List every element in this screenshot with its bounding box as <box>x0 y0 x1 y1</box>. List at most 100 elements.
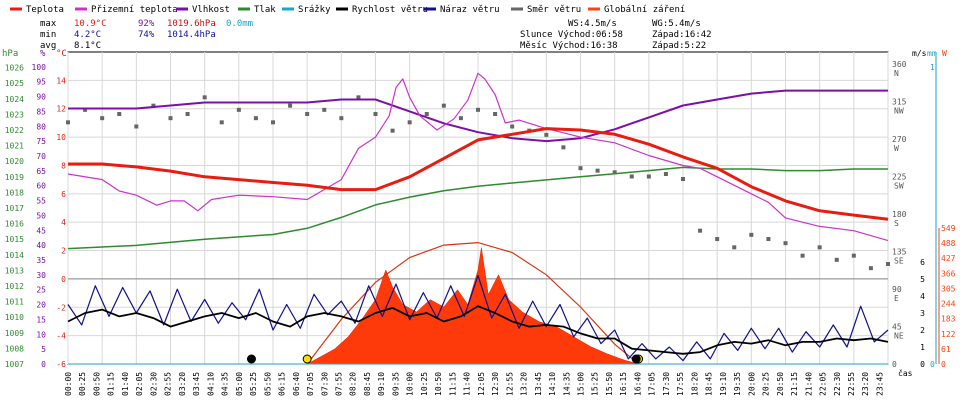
tick-direction-name: SE <box>894 257 904 266</box>
point-wind-direction <box>663 172 668 176</box>
point-wind-direction <box>390 128 395 133</box>
tick-direction: 360 <box>892 60 907 69</box>
legend-label: Srážky <box>298 5 331 15</box>
axis-percent-label: % <box>40 49 46 59</box>
x-tick-label: 16:15 <box>619 372 628 396</box>
axis-mm-label: mm <box>927 49 937 58</box>
series-line <box>67 275 889 362</box>
x-tick-label: 20:00 <box>747 372 756 396</box>
x-tick-label: 03:45 <box>192 372 201 396</box>
x-tick-label: 12:30 <box>491 372 500 396</box>
x-tick-label: 17:30 <box>662 372 671 396</box>
tick-celsius: 6 <box>61 190 66 199</box>
point-wind-direction <box>253 116 258 121</box>
x-tick-label: 05:50 <box>263 372 272 396</box>
x-tick-label: 09:10 <box>377 372 386 396</box>
x-tick-label: 22:30 <box>833 372 842 396</box>
tick-ms: 0 <box>920 360 925 369</box>
x-tick-label: 05:00 <box>235 372 244 396</box>
axis-w-label: W <box>942 49 947 58</box>
x-tick-label: 08:20 <box>349 372 358 396</box>
tick-hpa: 1010 <box>5 313 24 322</box>
legend-label: Směr větru <box>527 5 581 15</box>
tick-celsius: 10 <box>56 133 66 142</box>
moonset-marker <box>246 354 256 364</box>
tick-percent: 30 <box>36 271 46 280</box>
stat-max-press: 1019.6hPa <box>167 19 216 29</box>
point-wind-direction <box>271 120 275 125</box>
point-wind-direction <box>698 228 703 233</box>
point-wind-direction <box>766 237 771 241</box>
axis-hpa-label: hPa <box>2 49 18 59</box>
x-tick-label: 02:55 <box>164 372 173 396</box>
tick-percent: 15 <box>36 315 46 324</box>
tick-direction-name: S <box>894 219 899 228</box>
x-axis-unit: čas <box>898 368 913 378</box>
tick-w: 305 <box>941 284 956 293</box>
stat-max-label: max <box>40 19 57 29</box>
series-theoretical-radiation <box>306 241 639 365</box>
x-tick-label: 10:25 <box>420 372 429 396</box>
tick-direction: 315 <box>892 98 907 107</box>
x-tick-label: 22:55 <box>847 372 856 396</box>
tick-ms: 1 <box>920 343 925 352</box>
astro-sun: Slunce Východ:06:58 <box>520 30 623 40</box>
tick-w: 549 <box>941 224 956 233</box>
stat-max-rain: 0.0mm <box>226 19 253 29</box>
tick-hpa: 1019 <box>5 173 24 182</box>
x-tick-label: 07:05 <box>306 372 315 396</box>
sunrise-marker <box>302 354 312 364</box>
tick-percent: 40 <box>36 241 46 250</box>
point-wind-direction <box>629 174 634 179</box>
legend-label: Tlak <box>254 5 276 15</box>
series-line <box>67 166 888 250</box>
point-wind-direction <box>868 266 873 271</box>
tick-direction: 135 <box>892 248 907 257</box>
legend-label: Přizemní teplota <box>91 5 178 15</box>
point-wind-direction <box>202 95 207 100</box>
stat-min-press: 1014.4hPa <box>167 30 216 40</box>
tick-direction-name: NW <box>894 107 904 116</box>
point-wind-direction <box>800 253 805 258</box>
tick-hpa: 1020 <box>5 157 24 166</box>
x-tick-label: 19:10 <box>719 372 728 396</box>
tick-hpa: 1012 <box>5 282 24 291</box>
tick-w: 488 <box>941 239 956 248</box>
tick-percent: 50 <box>36 211 46 220</box>
astro-ws: WS:4.5m/s <box>568 19 617 29</box>
tick-hpa: 1014 <box>5 251 24 260</box>
tick-w: 183 <box>941 315 956 324</box>
x-tick-label: 18:45 <box>705 372 714 396</box>
tick-w: 244 <box>941 300 956 309</box>
x-tick-label: 21:15 <box>790 372 799 396</box>
point-wind-direction <box>322 107 327 112</box>
tick-percent: 80 <box>36 122 46 131</box>
x-tick-label: 21:40 <box>804 372 813 396</box>
tick-w: 61 <box>941 345 951 354</box>
x-tick-label: 15:25 <box>591 372 600 396</box>
point-wind-direction <box>134 124 139 129</box>
stat-avg-label: avg <box>40 41 56 51</box>
x-tick-label: 11:15 <box>448 372 457 396</box>
tick-hpa: 1017 <box>5 204 24 213</box>
x-tick-label: 11:40 <box>463 372 472 396</box>
x-tick-label: 23:45 <box>876 372 885 396</box>
tick-percent: 25 <box>36 286 46 295</box>
point-wind-direction <box>851 253 856 258</box>
point-wind-direction <box>749 232 754 237</box>
legend-label: Náraz větru <box>440 5 500 15</box>
x-tick-label: 13:20 <box>520 372 529 396</box>
tick-percent: 95 <box>36 78 46 87</box>
x-tick-label: 19:35 <box>733 372 742 396</box>
point-wind-direction <box>288 103 293 108</box>
tick-percent: 35 <box>36 256 46 265</box>
tick-w: 366 <box>941 269 956 278</box>
tick-celsius: 12 <box>56 105 66 114</box>
x-tick-label: 03:20 <box>178 372 187 396</box>
point-wind-direction <box>646 174 651 179</box>
tick-hpa: 1022 <box>5 126 24 135</box>
x-tick-label: 14:35 <box>562 372 571 396</box>
point-wind-direction <box>595 168 600 173</box>
tick-celsius: -2 <box>56 303 66 312</box>
